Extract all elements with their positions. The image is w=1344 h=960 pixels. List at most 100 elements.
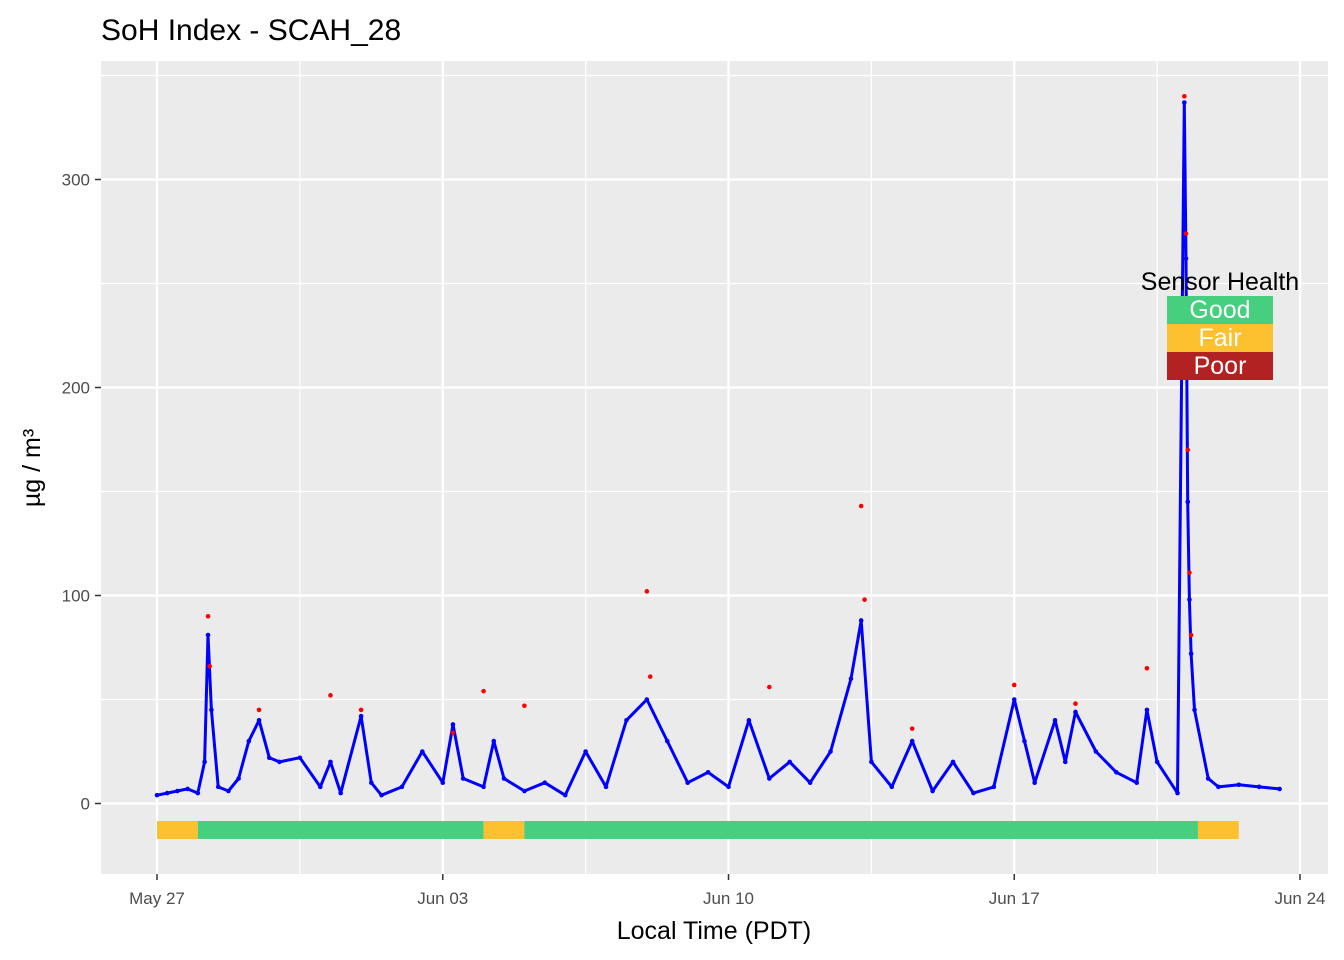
data-point-red [256,707,262,713]
data-point-blue [930,788,935,794]
data-point-blue [369,780,374,785]
data-point-red [358,707,364,713]
data-point-blue [1022,738,1027,744]
data-point-red [647,674,653,679]
data-point-blue [1183,256,1189,261]
data-point-blue [1187,597,1192,602]
health-segment-fair [1197,821,1239,839]
data-point-blue [562,792,568,798]
data-point-red [1011,682,1017,688]
data-point-red [909,726,915,731]
data-point-blue [858,618,864,623]
data-point-blue [317,784,323,790]
data-point-blue [195,790,201,796]
legend-label-good: Good [1189,296,1250,324]
data-point-blue [705,770,711,775]
data-point-blue [950,759,956,765]
y-tick-label: 300 [62,171,90,190]
data-point-blue [481,784,486,790]
data-point-blue [909,738,915,744]
data-point-blue [767,776,772,781]
data-point-blue [726,784,731,790]
y-axis-title: µg / m³ [18,429,46,507]
data-point-blue [236,776,241,781]
data-point-blue [522,788,527,794]
data-point-blue [209,707,214,713]
data-point-red [1144,666,1150,671]
health-segment-fair [483,821,525,839]
legend-label-fair: Fair [1198,324,1241,352]
data-point-red [207,663,213,669]
legend-swatch-poor [1167,352,1273,380]
data-point-blue [1216,784,1221,790]
data-point-blue [399,784,405,790]
data-point-blue [1256,784,1262,790]
data-point-blue [440,780,446,785]
plot-panel [101,61,1328,874]
data-point-red [1185,447,1191,453]
data-point-blue [1277,786,1282,792]
data-point-blue [664,738,670,744]
legend-swatch-fair [1167,324,1273,352]
health-segment-good [524,821,1198,839]
data-point-blue [154,792,160,798]
data-point-blue [420,749,425,754]
data-point-blue [1144,707,1150,713]
data-point-blue [624,718,629,723]
data-points [154,94,1282,798]
data-point-blue [297,755,303,761]
series-line [156,101,1280,797]
data-point-blue [491,738,497,744]
data-point-blue [1205,776,1211,781]
data-point-red [450,730,456,736]
data-point-blue [501,776,507,781]
data-point-blue [175,788,180,794]
data-point-blue [338,790,343,796]
data-point-blue [971,790,976,796]
data-point-blue [1185,499,1191,505]
data-point-blue [685,780,690,785]
data-point-blue [246,738,252,744]
data-point-blue [1032,780,1037,785]
y-axis: 0 100 200 300 [62,171,101,814]
data-point-blue [266,755,272,761]
data-point-blue [889,784,895,790]
data-point-red [1073,701,1078,706]
data-point-blue [1236,782,1242,788]
legend-title: Sensor Health [1141,268,1299,296]
data-point-blue [1192,707,1197,713]
data-point-blue [256,718,262,723]
data-point-red [522,703,527,709]
data-point-blue [828,749,833,754]
data-point-blue [1182,100,1187,105]
data-point-blue [1073,709,1078,715]
data-point-blue [603,784,609,790]
data-point-blue [807,780,813,785]
x-axis-title: Local Time (PDT) [617,917,811,945]
data-point-blue [1134,780,1140,785]
data-point-blue [991,784,997,790]
data-point-blue [277,759,282,765]
data-point-red [1182,94,1187,99]
x-axis: May 27 Jun 03 Jun 10 Jun 17 Jun 24 [129,874,1326,908]
data-point-red [481,688,486,694]
data-point-red [644,589,650,594]
data-point-red [858,503,864,509]
data-point-blue [460,776,466,781]
sensor-health-bar [157,821,1239,839]
x-tick-label: Jun 10 [703,889,754,908]
data-point-blue [164,790,170,796]
health-segment-good [197,821,484,839]
y-tick-label: 0 [81,795,90,814]
data-point-blue [379,792,384,798]
legend-swatch-good [1167,296,1273,324]
data-point-blue [869,759,874,765]
x-tick-label: Jun 24 [1274,889,1325,908]
data-point-blue [328,759,333,765]
data-point-blue [358,713,364,719]
y-tick-label: 200 [62,379,90,398]
data-point-blue [1154,759,1160,765]
data-point-blue [202,759,207,765]
